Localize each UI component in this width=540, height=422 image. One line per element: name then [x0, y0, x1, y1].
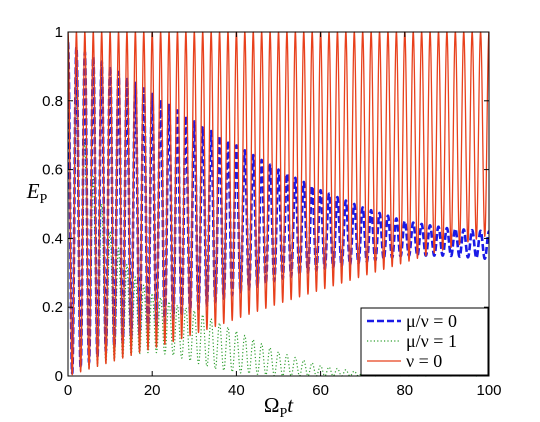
legend-label-nu-0: ν = 0: [406, 351, 442, 371]
y-tick-label: 0.8: [42, 93, 63, 110]
legend-box: [360, 307, 489, 376]
legend-label-mu-nu-0: μ/ν = 0: [406, 311, 457, 331]
x-tick-label: 0: [64, 382, 72, 399]
x-tick-label: 60: [312, 382, 329, 399]
x-tick-label: 80: [396, 382, 413, 399]
y-tick-label: 1: [55, 24, 63, 41]
legend: μ/ν = 0 μ/ν = 1 ν = 0: [360, 307, 489, 376]
y-tick-label: 0.6: [42, 162, 63, 179]
x-tick-label: 100: [476, 382, 501, 399]
tick-layer: 0 20 40 60 80 100 0 0.2 0.4 0.6 0.8 1: [42, 24, 501, 399]
x-tick-label: 40: [228, 382, 245, 399]
y-tick-label: 0.2: [42, 299, 63, 316]
legend-label-mu-nu-1: μ/ν = 1: [406, 331, 457, 351]
y-tick-label: 0: [55, 368, 63, 385]
y-tick-label: 0.4: [42, 230, 63, 247]
plot-frame: [67, 31, 490, 377]
x-tick-label: 20: [144, 382, 161, 399]
x-axis-label: ΩPt: [264, 393, 294, 421]
y-axis-label: EP: [26, 179, 48, 207]
